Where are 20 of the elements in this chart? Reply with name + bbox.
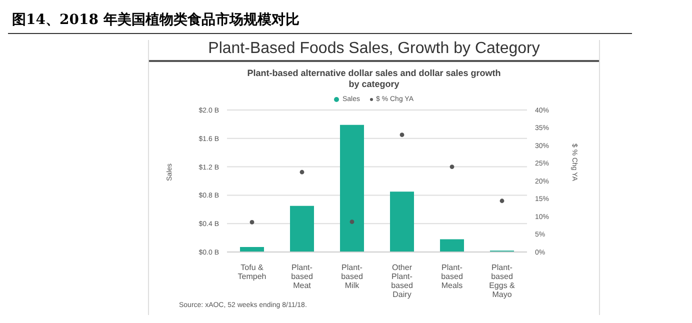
point [500,198,504,204]
x-tick-label: Plant- based Meat [291,263,313,290]
chart-subtitle: Plant-Based Foods Sales, Growth by Category [149,40,599,62]
point [350,220,354,224]
x-tick-label: Plant- based Milk [341,263,363,290]
x-tick-label: Plant- based Meals [441,263,463,290]
point [450,164,454,169]
bar [440,239,464,252]
x-tick-label: Other Plant- based Dairy [391,263,413,299]
point [250,220,254,224]
bar [340,124,364,252]
bar [390,192,414,252]
x-tick-label: Tofu & Tempeh [238,263,266,281]
chart-title: 图14、2018 年美国植物类食品市场规模对比 [8,8,632,34]
bar [240,247,264,252]
point [400,132,404,138]
bar [290,206,314,252]
x-tick-label: Plant- based Eggs & Mayo [489,263,516,299]
point [300,170,304,174]
text: Plant-based alternative dollar sales and dollar sales growth by category [246,68,502,90]
